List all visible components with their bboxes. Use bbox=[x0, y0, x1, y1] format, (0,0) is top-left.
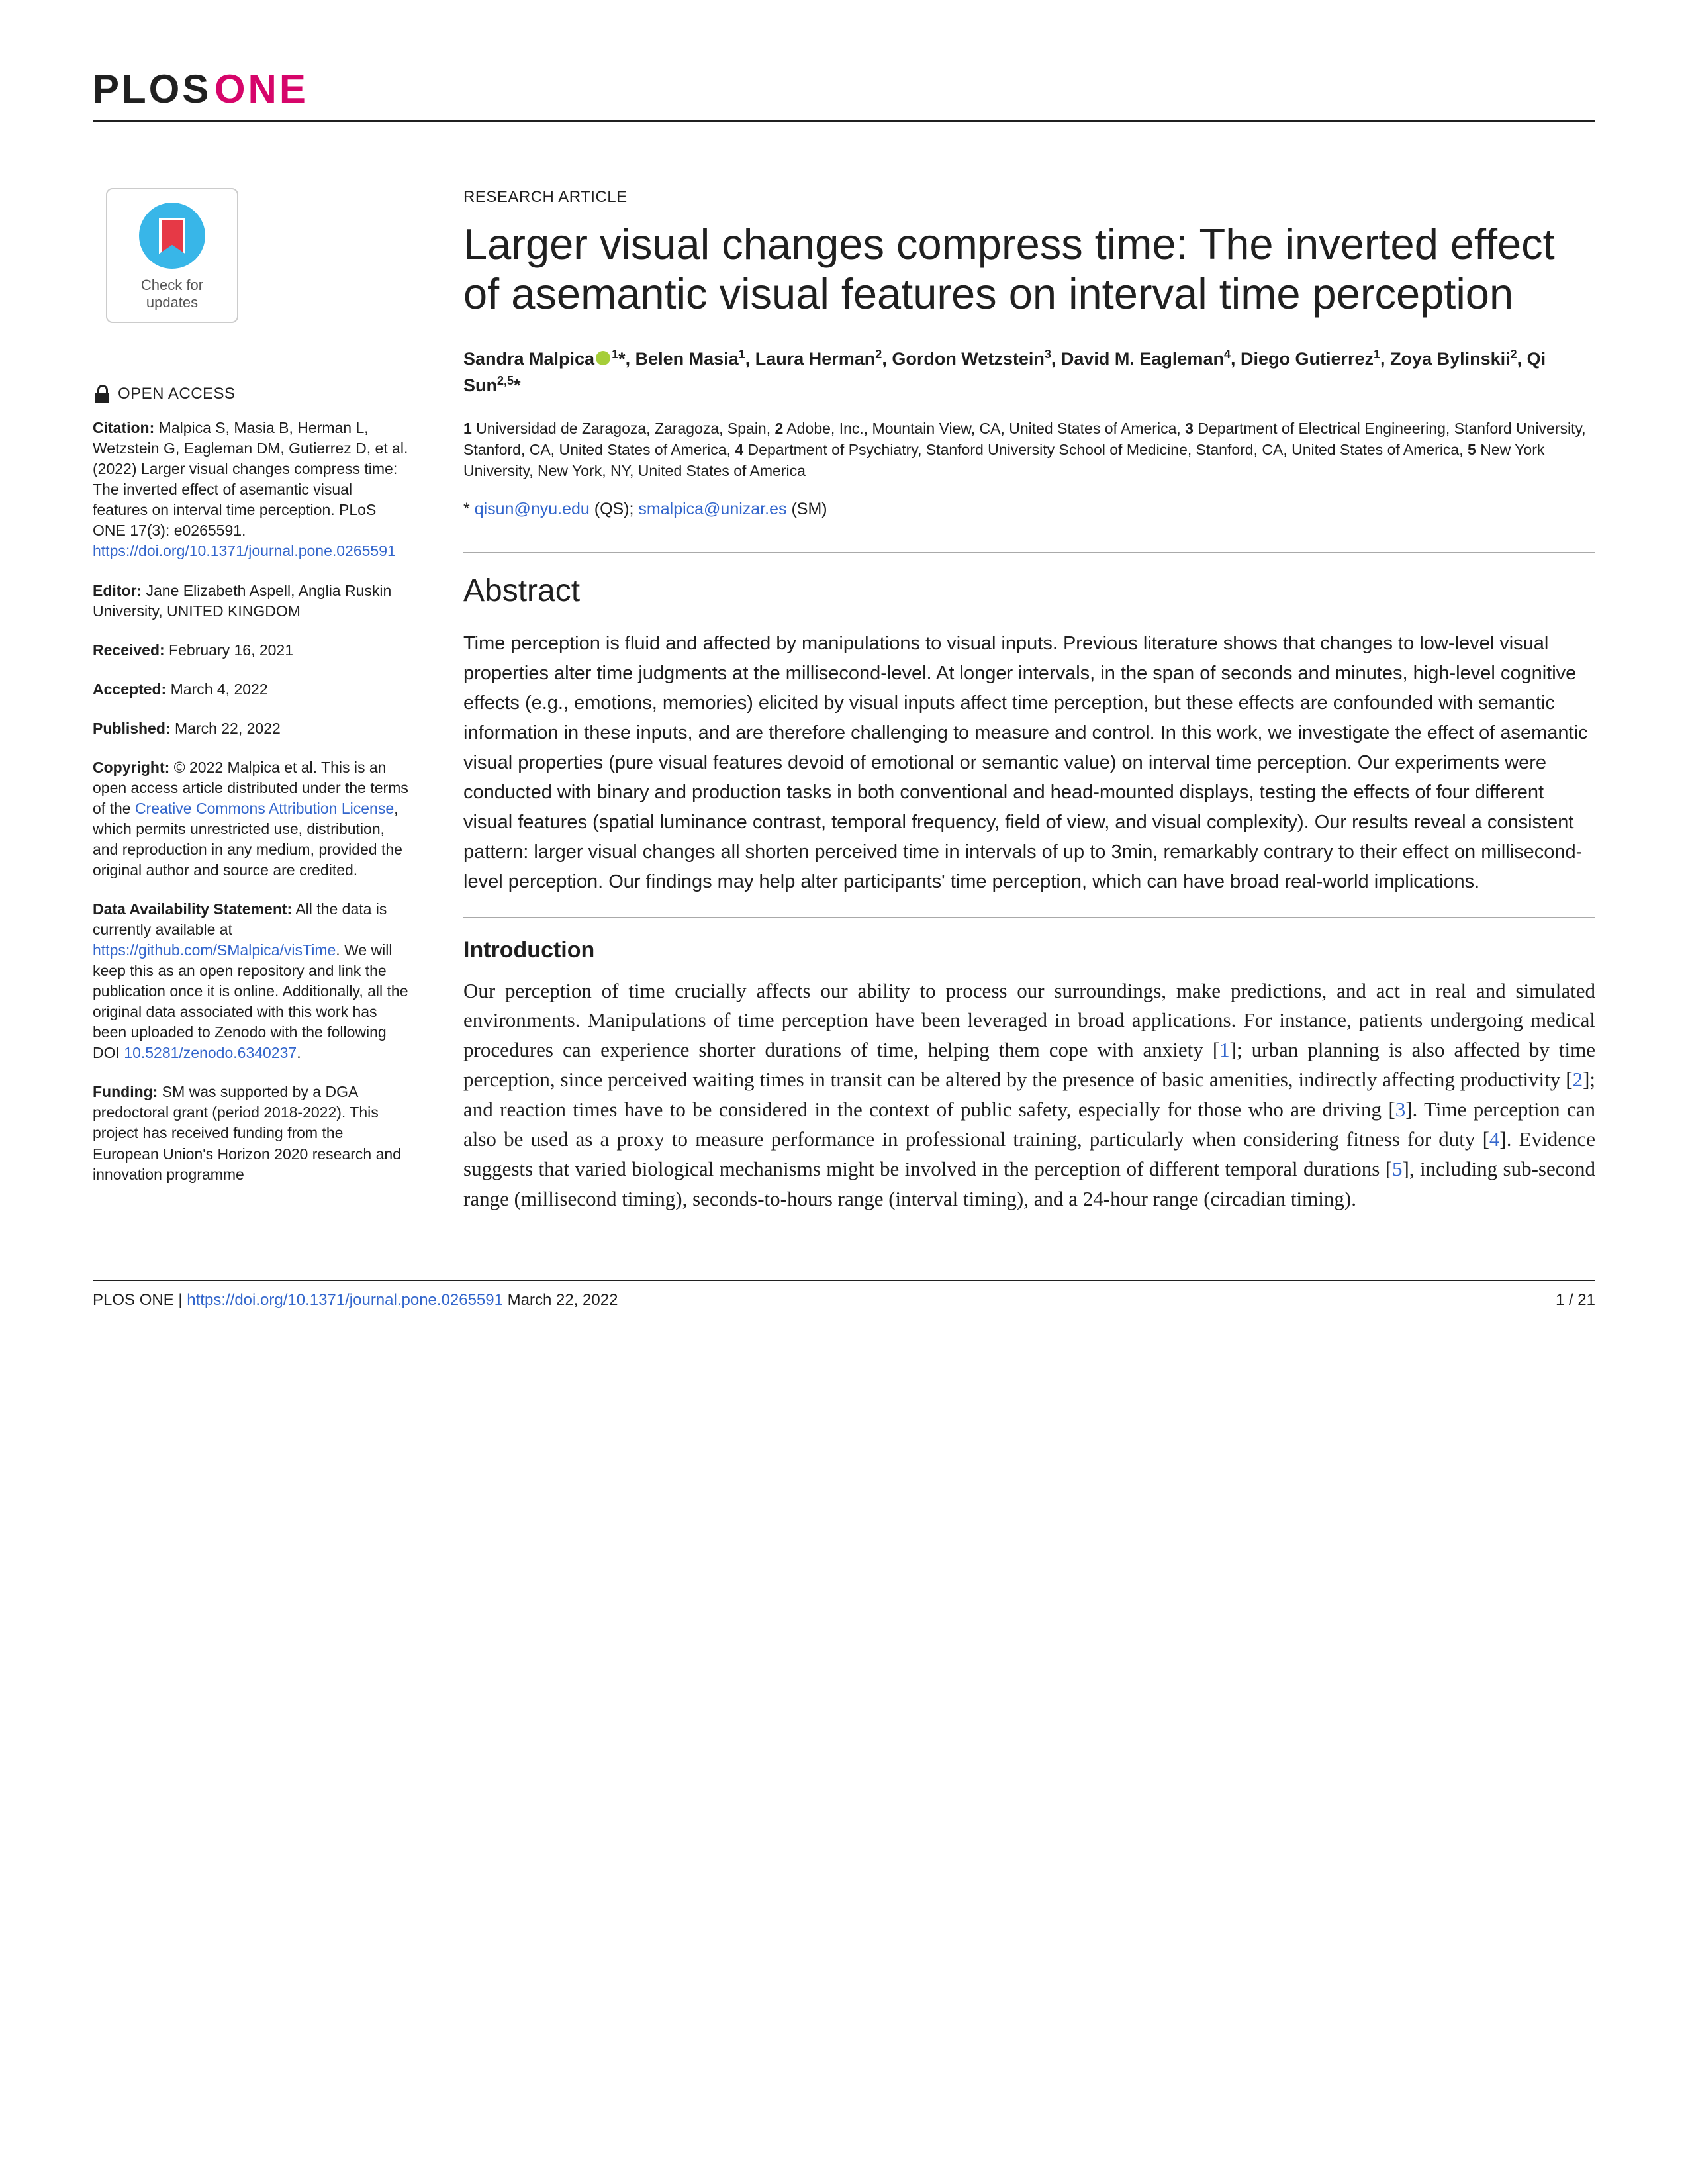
sep: , bbox=[882, 349, 892, 369]
received-label: Received: bbox=[93, 641, 165, 659]
corr-star: * bbox=[463, 500, 475, 518]
cc-license-link[interactable]: Creative Commons Attribution License bbox=[135, 800, 394, 817]
published-text: March 22, 2022 bbox=[171, 720, 281, 737]
article-title: Larger visual changes compress time: The… bbox=[463, 220, 1595, 319]
abstract-text: Time perception is fluid and affected by… bbox=[463, 629, 1595, 896]
open-lock-icon bbox=[93, 385, 111, 403]
author-1: Sandra Malpica bbox=[463, 349, 594, 369]
journal-header: PLOS ONE bbox=[93, 66, 1595, 122]
funding-label: Funding: bbox=[93, 1083, 158, 1100]
editor-block: Editor: Jane Elizabeth Aspell, Anglia Ru… bbox=[93, 581, 410, 622]
corr-mid2: (SM) bbox=[787, 500, 827, 518]
affil-num-3: 3 bbox=[1185, 420, 1194, 437]
author-1-corr: *, bbox=[618, 349, 635, 369]
article-main: RESEARCH ARTICLE Larger visual changes c… bbox=[463, 188, 1595, 1214]
affil-num-4: 4 bbox=[735, 441, 743, 458]
affil-num-2: 2 bbox=[775, 420, 784, 437]
intro-paragraph: Our perception of time crucially affects… bbox=[463, 976, 1595, 1215]
introduction-heading: Introduction bbox=[463, 937, 1595, 963]
published-label: Published: bbox=[93, 720, 171, 737]
check-updates-text: Check for updates bbox=[114, 277, 230, 312]
affil-num-5: 5 bbox=[1468, 441, 1476, 458]
author-3: Laura Herman bbox=[755, 349, 876, 369]
author-4: Gordon Wetzstein bbox=[892, 349, 1045, 369]
author-5: David M. Eagleman bbox=[1061, 349, 1224, 369]
received-block: Received: February 16, 2021 bbox=[93, 640, 410, 661]
footer-date: March 22, 2022 bbox=[503, 1291, 618, 1309]
ref-link-4[interactable]: 4 bbox=[1489, 1127, 1500, 1151]
author-6: Diego Gutierrez bbox=[1241, 349, 1374, 369]
crossmark-icon bbox=[139, 203, 205, 269]
github-link[interactable]: https://github.com/SMalpica/visTime bbox=[93, 941, 336, 959]
updates-line2: updates bbox=[146, 294, 198, 310]
corr-email-2[interactable]: smalpica@unizar.es bbox=[638, 500, 786, 518]
published-block: Published: March 22, 2022 bbox=[93, 718, 410, 739]
citation-block: Citation: Malpica S, Masia B, Herman L, … bbox=[93, 418, 410, 561]
main-content-grid: Check for updates OPEN ACCESS Citation: … bbox=[93, 188, 1595, 1214]
updates-line1: Check for bbox=[141, 277, 203, 293]
orcid-icon[interactable] bbox=[596, 351, 610, 365]
data-after: . bbox=[297, 1044, 301, 1061]
accepted-text: March 4, 2022 bbox=[166, 681, 267, 698]
page-footer: PLOS ONE | https://doi.org/10.1371/journ… bbox=[93, 1280, 1595, 1309]
author-5-affil: 4 bbox=[1224, 348, 1231, 361]
affil-text-4: Department of Psychiatry, Stanford Unive… bbox=[743, 441, 1468, 458]
sep: , bbox=[1517, 349, 1527, 369]
accepted-label: Accepted: bbox=[93, 681, 166, 698]
funding-block: Funding: SM was supported by a DGA predo… bbox=[93, 1082, 410, 1184]
author-7: Zoya Bylinskii bbox=[1390, 349, 1511, 369]
citation-label: Citation: bbox=[93, 419, 154, 436]
footer-doi-link[interactable]: https://doi.org/10.1371/journal.pone.026… bbox=[187, 1291, 503, 1309]
affil-text-1: Universidad de Zaragoza, Zaragoza, Spain… bbox=[472, 420, 775, 437]
affiliations-list: 1 Universidad de Zaragoza, Zaragoza, Spa… bbox=[463, 418, 1595, 482]
sep: , bbox=[1380, 349, 1390, 369]
author-3-affil: 2 bbox=[875, 348, 882, 361]
corr-mid1: (QS); bbox=[590, 500, 639, 518]
footer-journal: PLOS ONE | bbox=[93, 1291, 187, 1309]
author-6-affil: 1 bbox=[1374, 348, 1380, 361]
data-availability-block: Data Availability Statement: All the dat… bbox=[93, 899, 410, 1063]
footer-left: PLOS ONE | https://doi.org/10.1371/journ… bbox=[93, 1291, 618, 1309]
sep: , bbox=[745, 349, 755, 369]
ref-link-1[interactable]: 1 bbox=[1219, 1038, 1230, 1061]
affil-text-2: Adobe, Inc., Mountain View, CA, United S… bbox=[783, 420, 1185, 437]
sep: , bbox=[1051, 349, 1061, 369]
authors-list: Sandra Malpica1*, Belen Masia1, Laura He… bbox=[463, 346, 1595, 399]
journal-one: ONE bbox=[214, 67, 308, 111]
main-divider-1 bbox=[463, 552, 1595, 553]
author-7-affil: 2 bbox=[1511, 348, 1517, 361]
affil-num-1: 1 bbox=[463, 420, 472, 437]
ref-link-2[interactable]: 2 bbox=[1573, 1068, 1583, 1091]
journal-plos: PLOS bbox=[93, 67, 211, 111]
sidebar: Check for updates OPEN ACCESS Citation: … bbox=[93, 188, 410, 1214]
copyright-block: Copyright: © 2022 Malpica et al. This is… bbox=[93, 757, 410, 880]
citation-doi-link[interactable]: https://doi.org/10.1371/journal.pone.026… bbox=[93, 542, 396, 559]
received-text: February 16, 2021 bbox=[165, 641, 293, 659]
corr-email-1[interactable]: qisun@nyu.edu bbox=[475, 500, 590, 518]
editor-label: Editor: bbox=[93, 582, 142, 599]
data-label: Data Availability Statement: bbox=[93, 900, 292, 918]
main-divider-2 bbox=[463, 917, 1595, 918]
bookmark-icon bbox=[159, 218, 185, 254]
accepted-block: Accepted: March 4, 2022 bbox=[93, 679, 410, 700]
author-2-affil: 1 bbox=[739, 348, 745, 361]
author-4-affil: 3 bbox=[1045, 348, 1051, 361]
check-updates-badge[interactable]: Check for updates bbox=[106, 188, 238, 323]
open-access-label: OPEN ACCESS bbox=[118, 383, 236, 404]
copyright-label: Copyright: bbox=[93, 759, 169, 776]
author-2: Belen Masia bbox=[635, 349, 739, 369]
article-type: RESEARCH ARTICLE bbox=[463, 188, 1595, 207]
citation-text: Malpica S, Masia B, Herman L, Wetzstein … bbox=[93, 419, 408, 539]
zenodo-doi-link[interactable]: 10.5281/zenodo.6340237 bbox=[124, 1044, 297, 1061]
open-access-header: OPEN ACCESS bbox=[93, 383, 410, 404]
sep: , bbox=[1231, 349, 1241, 369]
correspondence: * qisun@nyu.edu (QS); smalpica@unizar.es… bbox=[463, 500, 1595, 519]
ref-link-3[interactable]: 3 bbox=[1395, 1098, 1406, 1121]
footer-page-number: 1 / 21 bbox=[1556, 1291, 1595, 1309]
author-1-affil: 1 bbox=[612, 348, 618, 361]
abstract-heading: Abstract bbox=[463, 573, 1595, 609]
ref-link-5[interactable]: 5 bbox=[1392, 1157, 1403, 1180]
author-8-corr: * bbox=[514, 375, 521, 395]
author-8-affil: 2,5 bbox=[497, 374, 514, 387]
